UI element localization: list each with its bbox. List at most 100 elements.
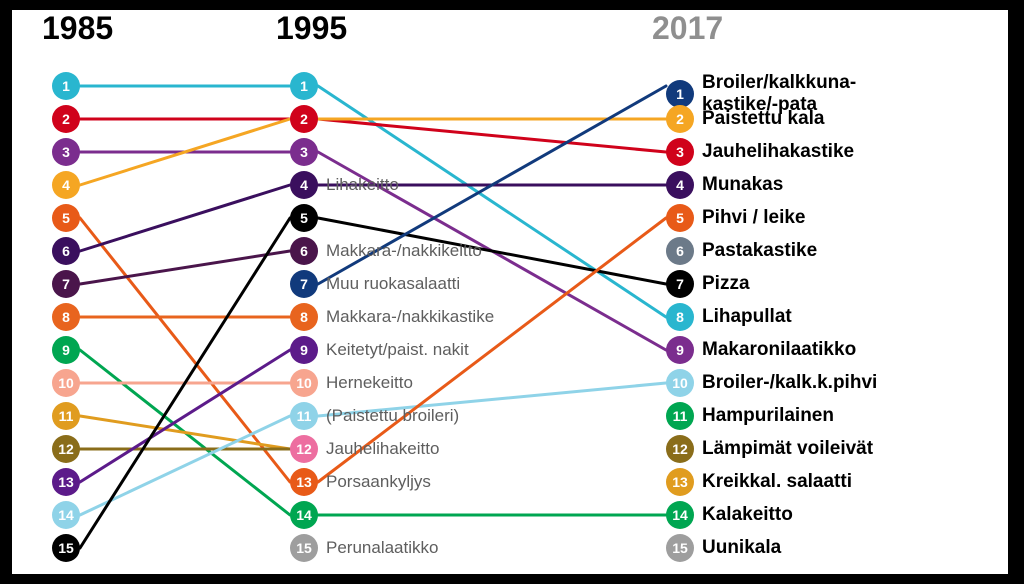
rank-badge: 15: [290, 534, 318, 562]
rank-node: 3: [52, 138, 80, 166]
rank-label: Lämpimät voileivät: [702, 438, 873, 460]
rank-badge: 1: [290, 72, 318, 100]
rank-badge: 14: [52, 501, 80, 529]
rank-node: 11: [52, 402, 80, 430]
rank-node: 4 Lihakeitto: [290, 171, 399, 199]
rank-node: 6Pastakastike: [666, 237, 817, 265]
rank-node: 1: [52, 72, 80, 100]
rank-label: Lihapullat: [702, 306, 792, 328]
year-2017-header: 2017: [652, 10, 723, 47]
rank-label: Makaronilaatikko: [702, 339, 856, 361]
rank-badge: 6: [290, 237, 318, 265]
rank-node: 5Pihvi / leike: [666, 204, 806, 232]
rank-badge: 9: [290, 336, 318, 364]
rank-node: 7 Pizza: [666, 270, 750, 298]
rank-badge: 3: [52, 138, 80, 166]
rank-node: 6 Makkara-/nakkikeitto: [290, 237, 482, 265]
rank-node: 6: [52, 237, 80, 265]
rank-label: Paistettu kala: [702, 108, 825, 130]
rank-badge: 12: [290, 435, 318, 463]
chart-panel: 1985 1995 2017 123456789101112131415 123…: [10, 8, 1010, 576]
rank-label: Muu ruokasalaatti: [326, 274, 460, 294]
year-1985-header: 1985: [42, 10, 113, 47]
rank-badge: 8: [52, 303, 80, 331]
rank-node: 4 Munakas: [666, 171, 783, 199]
rank-node: 15 Perunalaatikko: [290, 534, 438, 562]
rank-badge: 5: [290, 204, 318, 232]
rank-badge: 15: [666, 534, 694, 562]
rank-label: Jauhelihakastike: [702, 141, 854, 163]
rank-node: 7 Muu ruokasalaatti: [290, 270, 460, 298]
rank-node: 14: [52, 501, 80, 529]
rank-badge: 7: [52, 270, 80, 298]
year-1995-header: 1995: [276, 10, 347, 47]
rank-node: 10 Hernekeitto: [290, 369, 413, 397]
rank-badge: 3: [290, 138, 318, 166]
rank-badge: 3: [666, 138, 694, 166]
rank-node: 10Broiler-/kalk.k.pihvi: [666, 369, 877, 397]
rank-badge: 5: [666, 204, 694, 232]
rank-badge: 8: [666, 303, 694, 331]
rank-label: Kreikkal. salaatti: [702, 471, 852, 493]
rank-badge: 6: [666, 237, 694, 265]
rank-badge: 15: [52, 534, 80, 562]
rank-node: 10: [52, 369, 80, 397]
rank-label: Pizza: [702, 273, 750, 295]
rank-label: Jauhelihakeitto: [326, 439, 439, 459]
rank-label: Perunalaatikko: [326, 538, 438, 558]
rank-node: 15Uunikala: [666, 534, 781, 562]
rank-badge: 2: [52, 105, 80, 133]
rank-badge: 14: [290, 501, 318, 529]
rank-label: Makkara-/nakkikeitto: [326, 241, 482, 261]
rank-node: 14: [290, 501, 318, 529]
rank-label: Porsaankyljys: [326, 472, 431, 492]
rank-node: 8 Makkara-/nakkikastike: [290, 303, 494, 331]
rank-label: Makkara-/nakkikastike: [326, 307, 494, 327]
rank-node: 2: [290, 105, 318, 133]
rank-node: 9 Keitetyt/paist. nakit: [290, 336, 469, 364]
rank-badge: 4: [52, 171, 80, 199]
rank-badge: 5: [52, 204, 80, 232]
rank-node: 2: [52, 105, 80, 133]
rank-badge: 4: [290, 171, 318, 199]
rank-node: 15: [52, 534, 80, 562]
rank-label: Kalakeitto: [702, 504, 793, 526]
rank-label: Keitetyt/paist. nakit: [326, 340, 469, 360]
rank-badge: 11: [666, 402, 694, 430]
rank-badge: 13: [290, 468, 318, 496]
rank-label: Broiler-/kalk.k.pihvi: [702, 372, 877, 394]
rank-node: 9Makaronilaatikko: [666, 336, 856, 364]
rank-badge: 6: [52, 237, 80, 265]
rank-node: 3 Jauhelihakastike: [666, 138, 854, 166]
rank-node: 4: [52, 171, 80, 199]
rank-node: 8 Lihapullat: [666, 303, 792, 331]
rank-node: 5: [290, 204, 318, 232]
rank-label: Lihakeitto: [326, 175, 399, 195]
rank-node: 13 Kreikkal. salaatti: [666, 468, 852, 496]
rank-node: 12 Jauhelihakeitto: [290, 435, 439, 463]
rank-badge: 13: [666, 468, 694, 496]
rank-node: 9: [52, 336, 80, 364]
rank-node: 5: [52, 204, 80, 232]
rank-badge: 4: [666, 171, 694, 199]
rank-badge: 10: [52, 369, 80, 397]
rank-label: Hernekeitto: [326, 373, 413, 393]
connection-lines: [12, 10, 1008, 574]
rank-badge: 9: [52, 336, 80, 364]
rank-node: 1: [290, 72, 318, 100]
rank-badge: 1: [666, 80, 694, 108]
rank-badge: 12: [666, 435, 694, 463]
rank-badge: 8: [290, 303, 318, 331]
rank-node: 13 Porsaankyljys: [290, 468, 431, 496]
rank-badge: 14: [666, 501, 694, 529]
rank-badge: 7: [290, 270, 318, 298]
rank-label: Munakas: [702, 174, 783, 196]
rank-label: Hampurilainen: [702, 405, 834, 427]
rank-badge: 10: [290, 369, 318, 397]
rank-node: 7: [52, 270, 80, 298]
rank-node: 3: [290, 138, 318, 166]
rank-badge: 7: [666, 270, 694, 298]
rank-badge: 11: [52, 402, 80, 430]
rank-node: 12 Lämpimät voileivät: [666, 435, 873, 463]
rank-node: 14 Kalakeitto: [666, 501, 793, 529]
